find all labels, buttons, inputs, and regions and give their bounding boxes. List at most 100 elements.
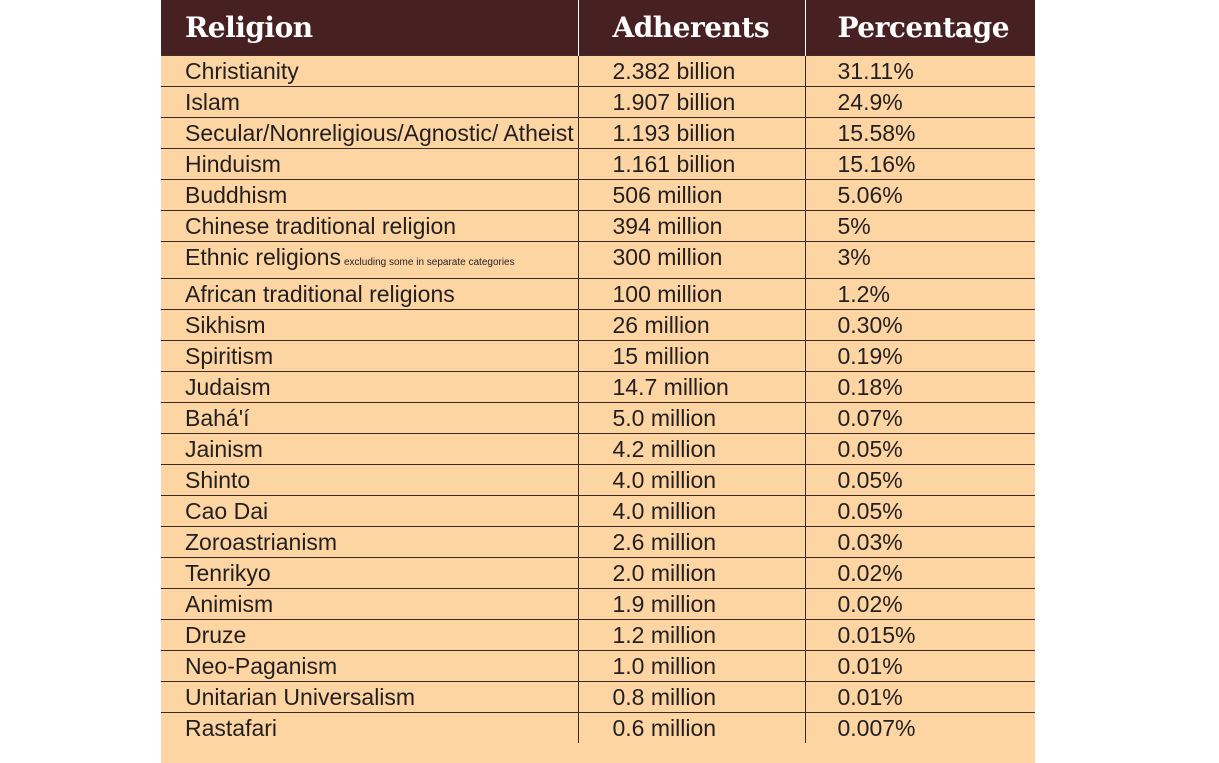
religion-cell: Hinduism: [161, 148, 579, 180]
percentage-cell: 0.01%: [805, 650, 1035, 682]
percentage-cell: 1.2%: [805, 278, 1035, 310]
religion-cell: Secular/Nonreligious/Agnostic/ Atheist: [161, 117, 579, 149]
adherents-cell: 0.6 million: [578, 712, 806, 743]
religion-cell: Neo-Paganism: [161, 650, 579, 682]
religion-name: Ethnic religions: [185, 244, 341, 270]
religion-name: Rastafari: [185, 715, 278, 741]
table-row: Druze 1.2 million 0.015%: [161, 619, 1035, 651]
adherents-cell: 2.382 billion: [578, 55, 806, 87]
adherents-cell: 4.0 million: [578, 464, 806, 496]
religion-cell: Animism: [161, 588, 579, 620]
percentage-cell: 0.015%: [805, 619, 1035, 651]
percentage-cell: 5.06%: [805, 179, 1035, 211]
religion-name: Animism: [185, 591, 274, 617]
adherents-cell: 14.7 million: [578, 371, 806, 403]
adherents-cell: 0.8 million: [578, 681, 806, 713]
table-row: Neo-Paganism 1.0 million 0.01%: [161, 650, 1035, 682]
religion-name: Neo-Paganism: [185, 653, 338, 679]
religion-cell: Unitarian Universalism: [161, 681, 579, 713]
religion-name: Sikhism: [185, 312, 266, 338]
religion-cell: Buddhism: [161, 179, 579, 211]
religion-name: Islam: [185, 89, 240, 115]
religion-name: Cao Dai: [185, 498, 269, 524]
table-row: Judaism 14.7 million 0.18%: [161, 371, 1035, 403]
table-row: Cao Dai 4.0 million 0.05%: [161, 495, 1035, 527]
header-adherents: Adherents: [578, 0, 806, 56]
percentage-cell: 0.007%: [805, 712, 1035, 743]
table-row: Hinduism 1.161 billion 15.16%: [161, 148, 1035, 180]
religion-name: Spiritism: [185, 343, 274, 369]
religion-name: Zoroastrianism: [185, 529, 338, 555]
percentage-cell: 0.07%: [805, 402, 1035, 434]
table-row: Christianity 2.382 billion 31.11%: [161, 55, 1035, 87]
table-row: Zoroastrianism 2.6 million 0.03%: [161, 526, 1035, 558]
percentage-cell: 31.11%: [805, 55, 1035, 87]
header-religion: Religion: [161, 0, 579, 56]
adherents-cell: 100 million: [578, 278, 806, 310]
religion-cell: Christianity: [161, 55, 579, 87]
table-row: Ethnic religions excluding some in separa…: [161, 241, 1035, 279]
table-row: Sikhism 26 million 0.30%: [161, 309, 1035, 341]
percentage-cell: 15.58%: [805, 117, 1035, 149]
religion-name: Secular/Nonreligious/Agnostic/ Atheist: [185, 120, 574, 146]
religion-cell: Judaism: [161, 371, 579, 403]
adherents-cell: 4.2 million: [578, 433, 806, 465]
religion-name: Buddhism: [185, 182, 288, 208]
religion-cell: African traditional religions: [161, 278, 579, 310]
religion-cell: Sikhism: [161, 309, 579, 341]
table-row: Secular/Nonreligious/Agnostic/ Atheist 1.…: [161, 117, 1035, 149]
header-row: Religion Adherents Percentage: [161, 0, 1035, 56]
adherents-cell: 394 million: [578, 210, 806, 242]
religion-cell: Tenrikyo: [161, 557, 579, 589]
adherents-cell: 1.161 billion: [578, 148, 806, 180]
percentage-cell: 0.05%: [805, 433, 1035, 465]
religion-name: Druze: [185, 622, 247, 648]
religion-cell: Druze: [161, 619, 579, 651]
percentage-cell: 0.02%: [805, 588, 1035, 620]
religion-table-container: Religion Adherents Percentage Christiani…: [161, 0, 1035, 763]
percentage-cell: 0.05%: [805, 464, 1035, 496]
table-row: Shinto 4.0 million 0.05%: [161, 464, 1035, 496]
religion-cell: Chinese traditional religion: [161, 210, 579, 242]
adherents-cell: 5.0 million: [578, 402, 806, 434]
religion-cell: Spiritism: [161, 340, 579, 372]
table-body: Christianity 2.382 billion 31.11% Islam 1.90…: [161, 55, 1035, 743]
religion-name: Shinto: [185, 467, 251, 493]
religion-note: excluding some in separate categories: [343, 257, 515, 268]
religion-cell: Bahá'í: [161, 402, 579, 434]
adherents-cell: 2.6 million: [578, 526, 806, 558]
percentage-cell: 15.16%: [805, 148, 1035, 180]
table-row: Tenrikyo 2.0 million 0.02%: [161, 557, 1035, 589]
percentage-cell: 5%: [805, 210, 1035, 242]
religion-name: Jainism: [185, 436, 263, 462]
percentage-cell: 0.01%: [805, 681, 1035, 713]
percentage-cell: 0.05%: [805, 495, 1035, 527]
religion-cell: Zoroastrianism: [161, 526, 579, 558]
table-row: Jainism 4.2 million 0.05%: [161, 433, 1035, 465]
table-row: Spiritism 15 million 0.19%: [161, 340, 1035, 372]
table-header: Religion Adherents Percentage: [161, 0, 1035, 56]
religion-cell: Cao Dai: [161, 495, 579, 527]
percentage-cell: 0.19%: [805, 340, 1035, 372]
table-row: Bahá'í 5.0 million 0.07%: [161, 402, 1035, 434]
table-row: Rastafari 0.6 million 0.007%: [161, 712, 1035, 743]
table-row: Islam 1.907 billion 24.9%: [161, 86, 1035, 118]
religion-cell: Jainism: [161, 433, 579, 465]
adherents-cell: 506 million: [578, 179, 806, 211]
religion-name: Christianity: [185, 58, 299, 84]
religion-name: Chinese traditional religion: [185, 213, 457, 239]
table-row: Unitarian Universalism 0.8 million 0.01%: [161, 681, 1035, 713]
percentage-cell: 0.18%: [805, 371, 1035, 403]
table-row: Animism 1.9 million 0.02%: [161, 588, 1035, 620]
table-row: Buddhism 506 million 5.06%: [161, 179, 1035, 211]
adherents-cell: 2.0 million: [578, 557, 806, 589]
table-row: African traditional religions 100 million…: [161, 278, 1035, 310]
table-row: Chinese traditional religion 394 million 5…: [161, 210, 1035, 242]
percentage-cell: 3%: [805, 241, 1035, 279]
religion-table: Religion Adherents Percentage Christiani…: [161, 0, 1035, 743]
percentage-cell: 0.03%: [805, 526, 1035, 558]
adherents-cell: 26 million: [578, 309, 806, 341]
religion-cell: Shinto: [161, 464, 579, 496]
religion-cell: Ethnic religions excluding some in separa…: [161, 241, 579, 279]
adherents-cell: 1.2 million: [578, 619, 806, 651]
